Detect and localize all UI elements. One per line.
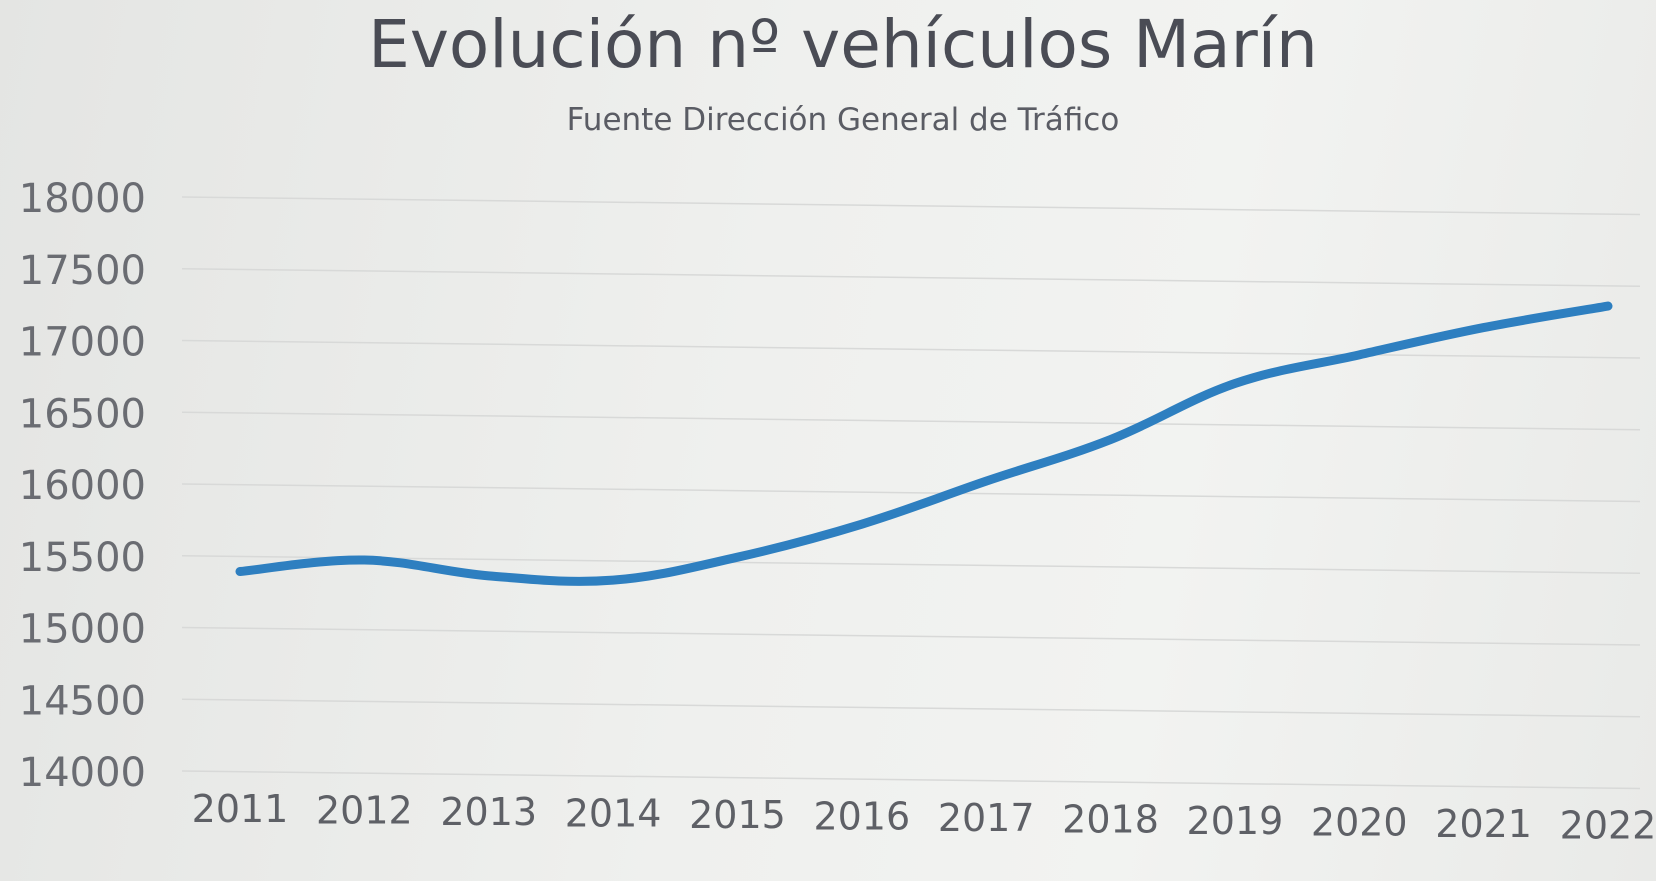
data-point	[236, 567, 244, 576]
x-tick-label: 2021	[1435, 802, 1532, 846]
gridline	[181, 698, 1641, 718]
x-tick-label: 2022	[1560, 803, 1656, 847]
y-axis-ticks: 18000 17500 17000 16500 16000 15500 15000 14500…	[19, 176, 146, 796]
data-point	[982, 477, 991, 486]
x-tick-label: 2013	[440, 790, 537, 834]
y-tick-label: 15500	[19, 535, 146, 581]
x-tick-label: 2015	[689, 793, 786, 837]
y-tick-label: 15000	[19, 607, 146, 653]
x-tick-label: 2016	[813, 794, 910, 838]
chart-title: Evolución nº vehículos Marín	[368, 6, 1318, 83]
y-tick-label: 16000	[19, 463, 146, 509]
y-tick-label: 16500	[19, 391, 146, 437]
x-tick-label: 2018	[1062, 797, 1159, 841]
y-tick-label: 14500	[19, 678, 146, 724]
data-point	[1106, 435, 1115, 444]
data-point	[1604, 302, 1612, 311]
data-point	[1230, 379, 1239, 388]
series-line	[235, 301, 1613, 586]
chart-subtitle: Fuente Dirección General de Tráfico	[566, 102, 1120, 138]
data-point	[1355, 350, 1364, 359]
gridline	[181, 411, 1641, 431]
y-tick-label: 17000	[19, 320, 146, 366]
data-point	[1479, 323, 1488, 332]
gridline	[181, 626, 1641, 646]
x-tick-label: 2020	[1311, 800, 1408, 844]
series-layer	[235, 301, 1613, 586]
data-point	[857, 520, 866, 529]
x-axis-ticks: 2011 2012 2013 2014 2015 2016 2017 2018 2019 2020…	[192, 787, 1656, 847]
gridlines	[181, 196, 1641, 790]
data-point	[484, 571, 493, 580]
x-tick-label: 2017	[938, 796, 1035, 840]
gridline	[181, 555, 1641, 574]
y-tick-label: 18000	[19, 176, 146, 222]
x-tick-label: 2019	[1187, 799, 1284, 843]
x-tick-label: 2014	[565, 791, 662, 835]
x-tick-label: 2011	[192, 787, 289, 831]
data-point	[360, 556, 369, 565]
gridline	[181, 770, 1641, 790]
data-point	[733, 553, 742, 562]
gridline	[181, 483, 1641, 503]
gridline	[181, 196, 1641, 216]
y-tick-label: 14000	[19, 750, 146, 796]
gridline	[181, 339, 1641, 359]
gridline	[181, 268, 1641, 287]
data-point	[609, 576, 618, 585]
x-tick-label: 2012	[316, 788, 413, 832]
y-tick-label: 17500	[19, 248, 146, 294]
